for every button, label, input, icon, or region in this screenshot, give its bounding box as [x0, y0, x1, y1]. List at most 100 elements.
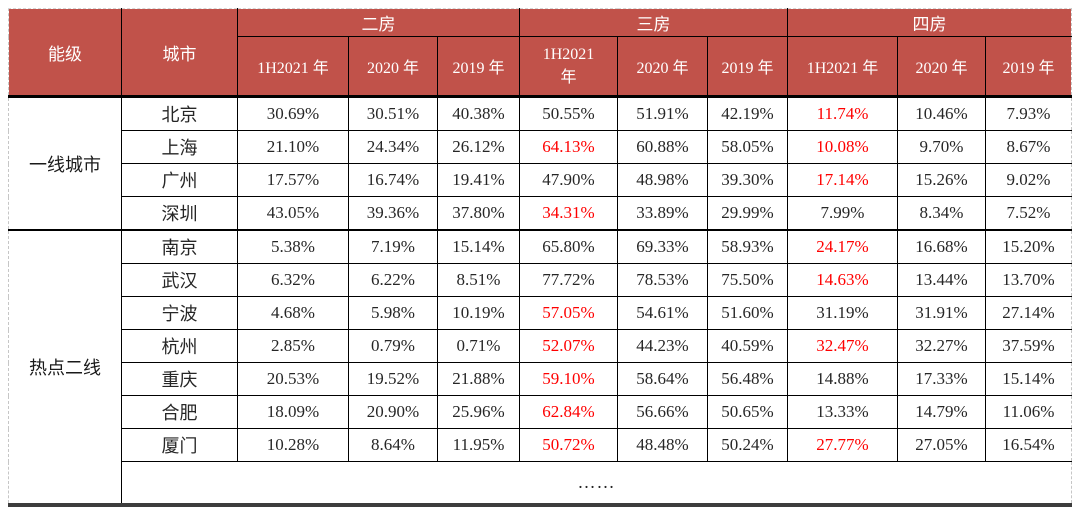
value-cell: 30.69%	[237, 96, 349, 131]
value-cell: 48.98%	[617, 163, 708, 197]
value-cell: 39.30%	[707, 163, 788, 197]
city-cell: 重庆	[121, 362, 238, 396]
header-3br-1h2021-label: 1H2021 年	[542, 45, 595, 86]
value-cell: 6.22%	[348, 263, 438, 297]
value-cell: 9.70%	[897, 130, 986, 164]
value-cell: 54.61%	[617, 296, 708, 330]
table-row: 一线城市 北京 30.69% 30.51% 40.38% 50.55% 51.91% 42.1…	[8, 96, 1072, 231]
value-cell: 8.34%	[897, 196, 986, 231]
value-cell: 27.14%	[985, 296, 1072, 330]
header-group-four-room: 四房	[787, 8, 1072, 37]
value-cell: 21.10%	[237, 130, 349, 164]
ellipsis-row: ……	[9, 461, 1072, 507]
header-2br-2020: 2020 年	[348, 36, 438, 98]
value-cell: 50.55%	[519, 96, 618, 131]
value-cell: 52.07%	[519, 329, 618, 363]
header-group-three-room: 三房	[519, 8, 788, 37]
value-cell: 9.02%	[985, 163, 1072, 197]
value-cell: 7.52%	[985, 196, 1072, 231]
value-cell: 11.95%	[437, 428, 520, 462]
value-cell: 50.72%	[519, 428, 618, 462]
value-cell: 59.10%	[519, 362, 618, 396]
city-cell: 合肥	[121, 395, 238, 429]
value-cell: 27.77%	[787, 428, 898, 462]
value-cell: 44.23%	[617, 329, 708, 363]
city-cell: 杭州	[121, 329, 238, 363]
value-cell: 16.74%	[348, 163, 438, 197]
value-cell: 7.93%	[985, 96, 1072, 131]
value-cell: 31.91%	[897, 296, 986, 330]
value-cell: 51.91%	[617, 96, 708, 131]
table-row: 重庆 20.53% 19.52% 21.88% 59.10% 58.64% 56.48% 14…	[9, 362, 1072, 396]
header-4br-2019: 2019 年	[985, 36, 1072, 98]
table-row: 热点二线 南京 5.38% 7.19% 15.14% 65.80% 69.33% 58.93%…	[8, 229, 1072, 507]
table-row: 宁波 4.68% 5.98% 10.19% 57.05% 54.61% 51.60% 31.1…	[9, 296, 1072, 330]
header-3br-2019: 2019 年	[707, 36, 788, 98]
value-cell: 14.88%	[787, 362, 898, 396]
header-city: 城市	[121, 8, 238, 98]
value-cell: 2.85%	[237, 329, 349, 363]
value-cell: 7.99%	[787, 196, 898, 231]
header-year-row: 1H2021 年 2020 年 2019 年 1H2021 年 2020 年 2…	[9, 36, 1072, 98]
value-cell: 19.41%	[437, 163, 520, 197]
table-row: 上海 21.10% 24.34% 26.12% 64.13% 60.88% 58.05% 10…	[9, 130, 1072, 164]
value-cell: 7.19%	[348, 229, 438, 264]
value-cell: 39.36%	[348, 196, 438, 231]
value-cell: 15.20%	[985, 229, 1072, 264]
value-cell: 24.17%	[787, 229, 898, 264]
header-4br-1h2021: 1H2021 年	[787, 36, 898, 98]
value-cell: 10.28%	[237, 428, 349, 462]
value-cell: 15.14%	[985, 362, 1072, 396]
header-3br-1h2021: 1H2021 年	[519, 36, 618, 98]
value-cell: 13.70%	[985, 263, 1072, 297]
header-3br-2020: 2020 年	[617, 36, 708, 98]
value-cell: 40.38%	[437, 96, 520, 131]
value-cell: 57.05%	[519, 296, 618, 330]
value-cell: 42.19%	[707, 96, 788, 131]
value-cell: 75.50%	[707, 263, 788, 297]
value-cell: 50.65%	[707, 395, 788, 429]
value-cell: 32.47%	[787, 329, 898, 363]
value-cell: 17.33%	[897, 362, 986, 396]
value-cell: 8.51%	[437, 263, 520, 297]
value-cell: 10.08%	[787, 130, 898, 164]
city-cell: 厦门	[121, 428, 238, 462]
value-cell: 27.05%	[897, 428, 986, 462]
rooms-share-table: 能级 城市 二房 三房 四房 1H2021 年 2020 年 2019 年 1H…	[8, 8, 1072, 507]
value-cell: 0.79%	[348, 329, 438, 363]
value-cell: 6.32%	[237, 263, 349, 297]
value-cell: 31.19%	[787, 296, 898, 330]
value-cell: 50.24%	[707, 428, 788, 462]
table-row: 合肥 18.09% 20.90% 25.96% 62.84% 56.66% 50.65% 13…	[9, 395, 1072, 429]
value-cell: 58.93%	[707, 229, 788, 264]
header-2br-1h2021: 1H2021 年	[237, 36, 349, 98]
value-cell: 10.46%	[897, 96, 986, 131]
value-cell: 58.05%	[707, 130, 788, 164]
value-cell: 32.27%	[897, 329, 986, 363]
header-group-two-room: 二房	[237, 8, 520, 37]
value-cell: 20.90%	[348, 395, 438, 429]
table-header: 能级 城市 二房 三房 四房 1H2021 年 2020 年 2019 年 1H…	[8, 8, 1072, 98]
value-cell: 14.79%	[897, 395, 986, 429]
value-cell: 56.48%	[707, 362, 788, 396]
value-cell: 11.74%	[787, 96, 898, 131]
value-cell: 60.88%	[617, 130, 708, 164]
ellipsis-cell: ……	[121, 461, 1072, 507]
value-cell: 78.53%	[617, 263, 708, 297]
value-cell: 10.19%	[437, 296, 520, 330]
value-cell: 25.96%	[437, 395, 520, 429]
value-cell: 29.99%	[707, 196, 788, 231]
value-cell: 4.68%	[237, 296, 349, 330]
table-row: 武汉 6.32% 6.22% 8.51% 77.72% 78.53% 75.50% 14.63…	[9, 263, 1072, 297]
value-cell: 19.52%	[348, 362, 438, 396]
value-cell: 37.59%	[985, 329, 1072, 363]
value-cell: 77.72%	[519, 263, 618, 297]
value-cell: 21.88%	[437, 362, 520, 396]
value-cell: 17.57%	[237, 163, 349, 197]
value-cell: 51.60%	[707, 296, 788, 330]
value-cell: 33.89%	[617, 196, 708, 231]
value-cell: 26.12%	[437, 130, 520, 164]
value-cell: 13.44%	[897, 263, 986, 297]
city-cell: 北京	[121, 96, 238, 131]
